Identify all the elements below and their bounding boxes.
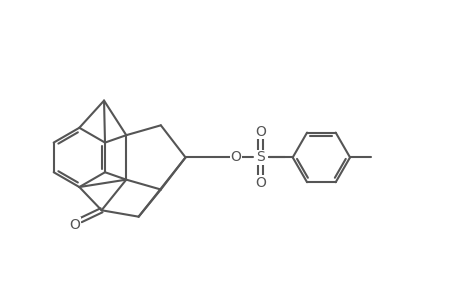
Text: O: O	[255, 125, 265, 139]
Text: O: O	[255, 176, 265, 190]
Text: O: O	[230, 150, 241, 164]
Text: S: S	[256, 150, 264, 164]
Text: O: O	[69, 218, 80, 232]
